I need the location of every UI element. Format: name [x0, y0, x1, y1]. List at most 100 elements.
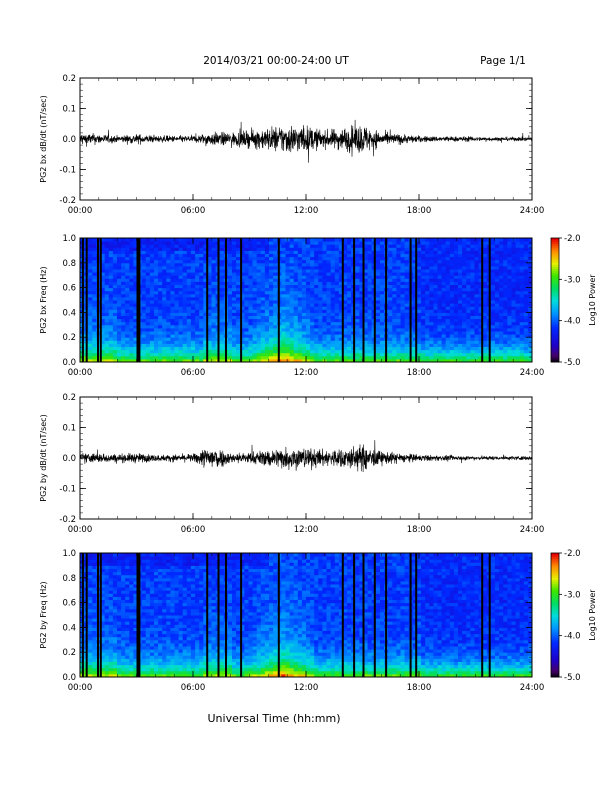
spectrogram-cell — [515, 331, 521, 335]
spectrogram-cell — [256, 262, 262, 267]
spectrogram-cell — [495, 265, 500, 270]
spectrogram-cell — [495, 324, 500, 329]
spectrogram-cell — [519, 355, 525, 360]
spectrogram-cell — [490, 318, 496, 323]
spectrogram-cell — [482, 340, 488, 344]
spectrogram-cell — [88, 331, 93, 335]
spectrogram-cell — [190, 334, 196, 338]
spectrogram-cell — [190, 343, 196, 347]
spectrogram-cell — [145, 321, 151, 326]
spectrogram-cell — [458, 303, 463, 307]
spectrogram-cell — [166, 265, 171, 270]
spectrogram-cell — [318, 296, 323, 301]
spectrogram-cell — [121, 241, 126, 245]
spectrogram-cell — [219, 303, 225, 307]
spectrogram-cell — [88, 661, 93, 666]
spectrogram-cell — [158, 281, 163, 285]
spectrogram-cell — [264, 250, 270, 254]
spectrogram-cell — [121, 238, 126, 242]
spectrogram-cell — [367, 340, 373, 344]
spectrogram-cell — [318, 265, 323, 270]
spectrogram-cell — [289, 262, 295, 267]
spectrogram-cell — [478, 303, 484, 307]
spectrogram-cell — [416, 259, 422, 264]
spectrogram-cell — [108, 340, 114, 344]
spectrogram-cell — [264, 321, 270, 326]
spectrogram-cell — [162, 278, 167, 282]
spectrogram-cell — [310, 306, 315, 310]
spectrogram-cell — [511, 321, 517, 326]
spectrogram-cell — [141, 250, 147, 254]
spectrogram-cell — [207, 256, 212, 261]
spectrogram-cell — [523, 256, 529, 261]
spectrogram-cell — [416, 349, 422, 354]
spectrogram-cell — [458, 352, 463, 357]
spectrogram-cell — [334, 296, 340, 301]
spectrogram-cell — [425, 269, 430, 273]
spectrogram-cell — [121, 352, 126, 357]
spectrogram-cell — [236, 306, 241, 310]
spectrogram-cell — [154, 250, 159, 254]
spectrogram-cell — [227, 265, 233, 270]
spectrogram-cell — [310, 281, 315, 285]
spectrogram-cell — [108, 337, 114, 341]
spectrogram-cell — [314, 355, 319, 360]
spectrogram-cell — [412, 262, 418, 267]
spectrogram-cell — [523, 318, 529, 323]
spectrogram-cell — [306, 340, 311, 344]
spectrogram-cell — [108, 327, 114, 332]
spectrogram-cell — [363, 247, 369, 251]
spectrogram-cell — [260, 349, 266, 354]
spectrogram-cell — [375, 253, 381, 258]
colorbar-swatch — [551, 328, 559, 332]
spectrogram-cell — [338, 284, 344, 289]
spectrogram-cell — [240, 303, 245, 307]
spectrogram-cell — [244, 315, 249, 320]
spectrogram-cell — [363, 262, 369, 267]
spectrogram-cell — [338, 358, 344, 363]
spectrogram-cell — [273, 340, 278, 344]
spectrogram-cell — [125, 290, 130, 295]
spectrogram-cell — [367, 300, 373, 304]
spectrogram-cell — [396, 259, 401, 264]
spectrogram-cell — [166, 337, 171, 341]
spectrogram-cell — [453, 253, 459, 258]
spectrogram-cell — [343, 355, 348, 360]
spectrogram-cell — [453, 272, 459, 276]
spectrogram-cell — [232, 318, 237, 323]
spectrogram-cell — [293, 315, 299, 320]
spectrogram-cell — [466, 247, 471, 251]
spectrogram-cell — [433, 284, 438, 289]
spectrogram-cell — [170, 303, 175, 307]
spectrogram-cell — [437, 343, 443, 347]
spectrogram-cell — [363, 241, 369, 245]
spectrogram-cell — [310, 327, 315, 332]
spectrogram-cell — [441, 247, 447, 251]
figure-title: 2014/03/21 00:00-24:00 UT — [203, 55, 349, 67]
spectrogram-cell — [207, 241, 212, 245]
spectrogram-cell — [453, 321, 459, 326]
spectrogram-cell — [145, 346, 151, 351]
spectrogram-cell — [88, 287, 93, 292]
spectrogram-cell — [129, 303, 134, 307]
spectrogram-cell — [429, 318, 434, 323]
spectrogram-cell — [133, 303, 138, 307]
colorbar-swatch — [551, 293, 559, 297]
spectrogram-cell — [154, 238, 159, 242]
spectrogram-cell — [330, 269, 336, 273]
spectrogram-cell — [322, 247, 327, 251]
spectrogram-cell — [511, 343, 517, 347]
spectrogram-cell — [256, 306, 262, 310]
spectrogram-cell — [519, 281, 525, 285]
spectrogram-cell — [170, 250, 175, 254]
spectrogram-cell — [503, 290, 508, 295]
spectrogram-cell — [273, 296, 278, 301]
spectrogram-cell — [182, 241, 188, 245]
spectrogram-cell — [363, 287, 369, 292]
spectrogram-cell — [421, 303, 426, 307]
spectrogram-cell — [104, 247, 110, 251]
spectrogram-cell — [466, 284, 471, 289]
spectrogram-cell — [273, 275, 278, 279]
spectrogram-cell — [490, 238, 496, 242]
spectrogram-cell — [322, 321, 327, 326]
